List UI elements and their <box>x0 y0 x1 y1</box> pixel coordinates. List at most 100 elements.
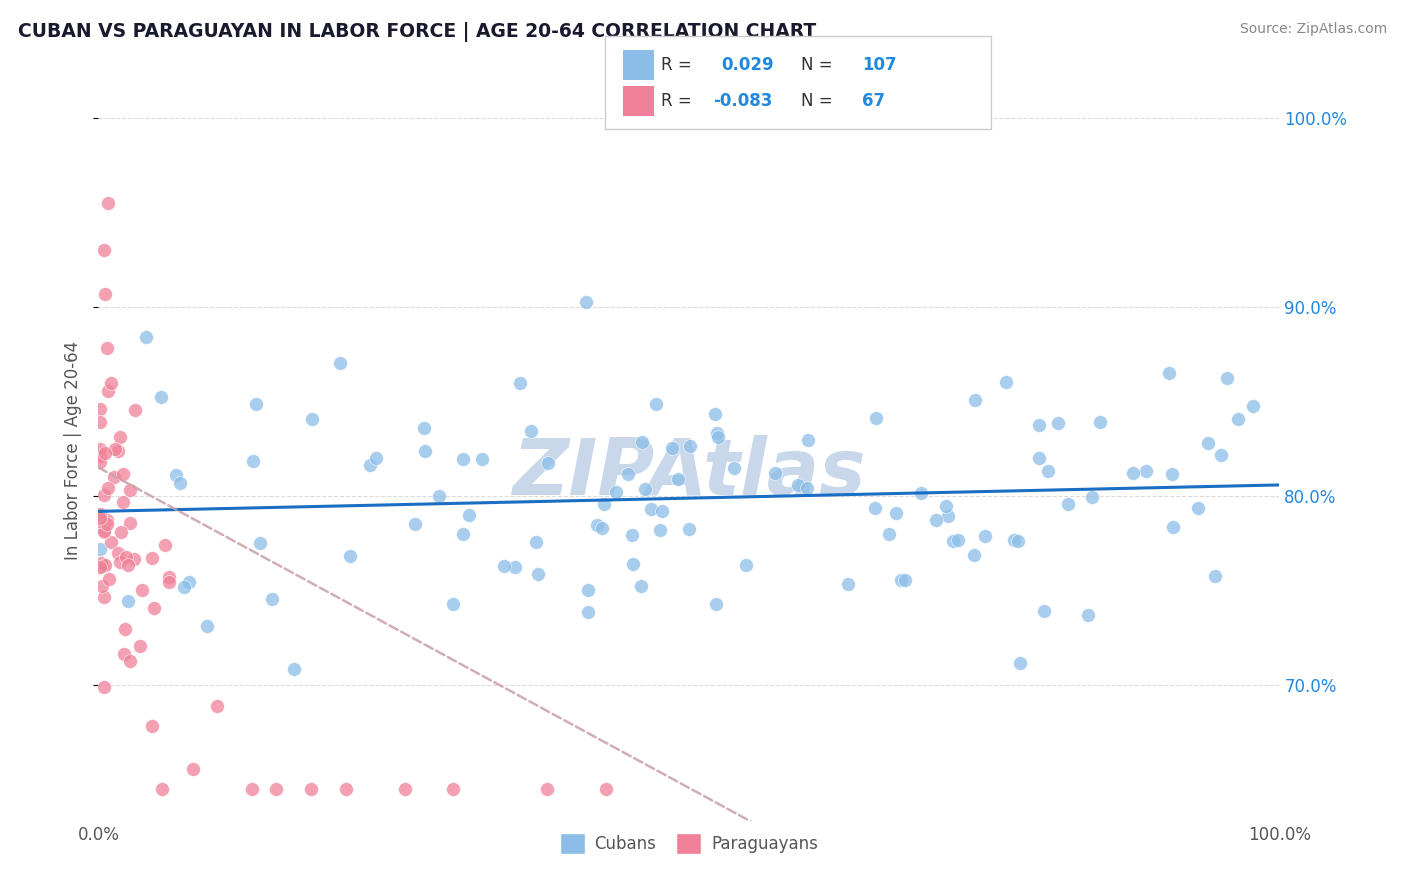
Point <box>1227 411 1250 425</box>
Point <box>441 781 464 796</box>
Point <box>165 468 187 483</box>
Point <box>934 499 956 513</box>
Point <box>524 534 547 549</box>
Point <box>1187 501 1209 516</box>
Point <box>150 781 173 796</box>
Point <box>394 781 416 796</box>
Point <box>877 527 900 541</box>
Point <box>90 579 112 593</box>
Point <box>96 516 118 531</box>
Point <box>205 699 228 714</box>
Point <box>114 622 136 636</box>
Point <box>591 521 613 535</box>
Point <box>249 536 271 550</box>
Point <box>640 502 662 516</box>
Point <box>124 403 146 417</box>
Point <box>89 449 111 463</box>
Legend: Cubans, Paraguayans: Cubans, Paraguayans <box>553 827 825 861</box>
Point <box>890 574 912 588</box>
Point <box>93 287 115 301</box>
Point <box>1028 417 1050 432</box>
Point <box>112 647 135 661</box>
Point <box>704 407 727 421</box>
Point <box>630 579 652 593</box>
Point <box>89 442 111 456</box>
Point <box>1197 436 1219 450</box>
Y-axis label: In Labor Force | Age 20-64: In Labor Force | Age 20-64 <box>65 341 83 560</box>
Point <box>153 539 176 553</box>
Point <box>458 508 481 523</box>
Point <box>634 482 657 496</box>
Point <box>837 577 859 591</box>
Point <box>100 376 122 391</box>
Point <box>621 557 644 571</box>
Point <box>141 719 163 733</box>
Point <box>107 546 129 560</box>
Point <box>240 781 263 796</box>
Text: N =: N = <box>801 56 838 74</box>
Point <box>97 384 120 398</box>
Point <box>787 477 810 491</box>
Point <box>97 572 120 586</box>
Point <box>120 516 142 530</box>
Point <box>1122 466 1144 480</box>
Point <box>108 430 131 444</box>
Point <box>93 488 115 502</box>
Point <box>128 639 150 653</box>
Point <box>120 483 142 497</box>
Point <box>1209 448 1232 462</box>
Point <box>865 411 887 425</box>
Point <box>948 533 970 548</box>
Point <box>96 342 118 356</box>
Point <box>1077 607 1099 622</box>
Point <box>89 401 111 416</box>
Point <box>117 594 139 608</box>
Point <box>111 467 134 481</box>
Point <box>181 762 204 776</box>
Point <box>471 451 494 466</box>
Point <box>616 467 638 482</box>
Point <box>704 597 727 611</box>
Point <box>262 591 284 606</box>
Point <box>910 485 932 500</box>
Point <box>706 429 728 443</box>
Point <box>650 523 672 537</box>
Text: Source: ZipAtlas.com: Source: ZipAtlas.com <box>1240 22 1388 37</box>
Point <box>578 605 600 619</box>
Point <box>110 524 132 539</box>
Point <box>94 558 117 573</box>
Point <box>89 415 111 429</box>
Point <box>404 517 426 532</box>
Point <box>93 590 115 604</box>
Point <box>89 541 111 556</box>
Point <box>413 443 436 458</box>
Point <box>141 551 163 566</box>
Point <box>536 781 558 796</box>
Point <box>527 567 550 582</box>
Point <box>173 580 195 594</box>
Point <box>104 442 127 457</box>
Point <box>631 434 654 449</box>
Text: N =: N = <box>801 92 838 110</box>
Text: ZIPAtlas: ZIPAtlas <box>512 434 866 511</box>
Point <box>451 526 474 541</box>
Point <box>678 522 700 536</box>
Point <box>93 524 115 539</box>
Point <box>537 456 560 470</box>
Point <box>592 497 614 511</box>
Point <box>131 583 153 598</box>
Point <box>359 458 381 472</box>
Point <box>1161 467 1184 481</box>
Point <box>157 569 180 583</box>
Point <box>666 472 689 486</box>
Point <box>90 559 112 574</box>
Point <box>494 559 516 574</box>
Point <box>93 524 115 539</box>
Point <box>150 390 173 404</box>
Point <box>301 412 323 426</box>
Point <box>796 481 818 495</box>
Point <box>995 375 1018 389</box>
Point <box>110 555 132 569</box>
Point <box>1032 604 1054 618</box>
Point <box>103 470 125 484</box>
